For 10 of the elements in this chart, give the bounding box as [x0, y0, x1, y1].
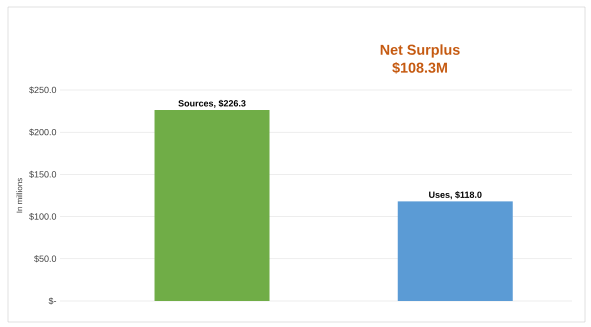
y-tick-label: $250.0 [29, 86, 56, 94]
y-tick-label: $50.0 [34, 255, 56, 262]
y-tick-label: $200.0 [29, 128, 56, 136]
chart-subtitle: $108.3M [392, 62, 447, 74]
data-label: Sources, $226.3 [178, 100, 246, 108]
data-label: Uses, $118.0 [429, 191, 482, 200]
chart-title: Net Surplus [380, 44, 460, 58]
y-tick-label: $- [48, 297, 56, 305]
y-tick-label: $100.0 [29, 212, 56, 220]
y-tick-label: $150.0 [29, 170, 56, 178]
